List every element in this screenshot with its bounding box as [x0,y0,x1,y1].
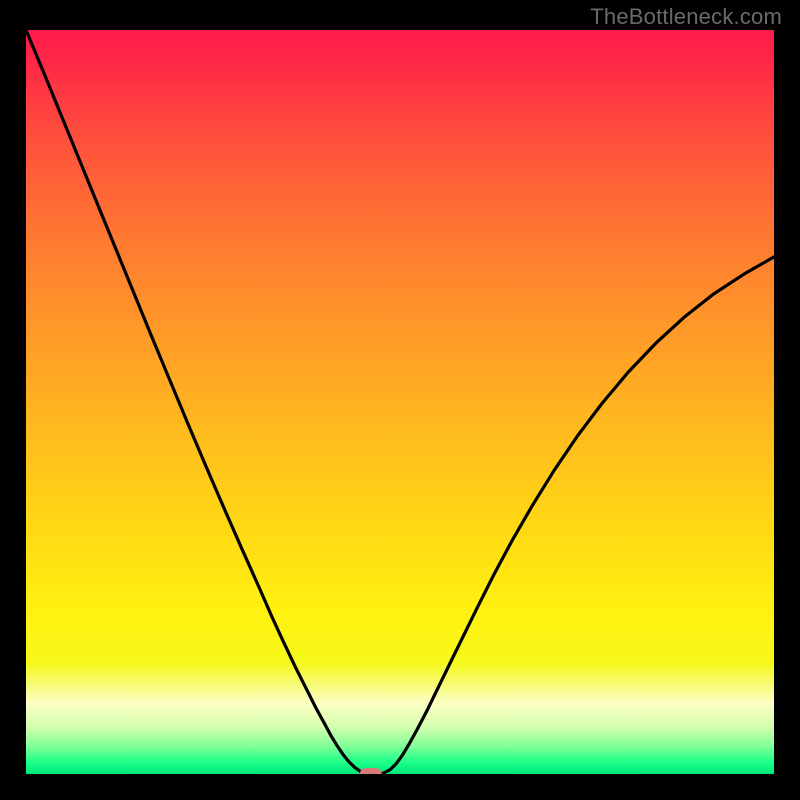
minimum-marker [360,768,382,774]
chart-frame: TheBottleneck.com [0,0,800,800]
gradient-background [26,30,774,774]
plot-svg [26,30,774,774]
watermark-text: TheBottleneck.com [590,4,782,30]
